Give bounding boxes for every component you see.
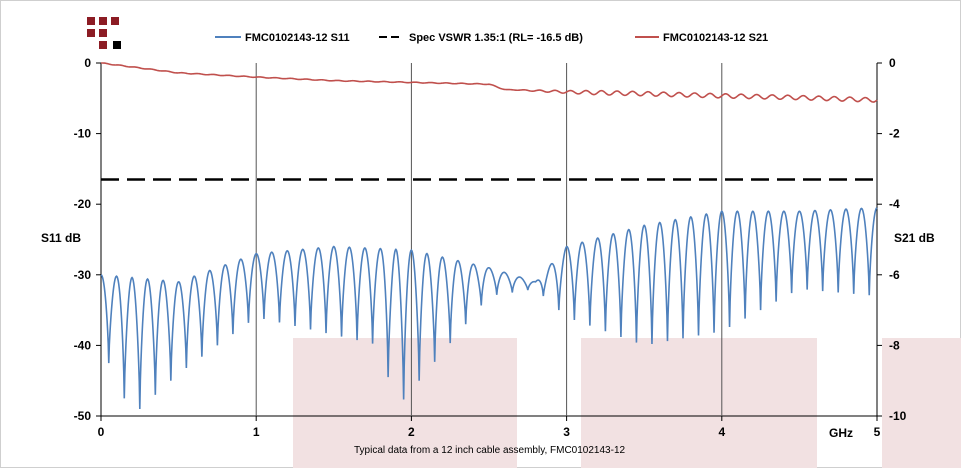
y-right-tick-label: -8 <box>889 338 900 352</box>
y-right-tick-label: -6 <box>889 268 900 282</box>
series-s11-line <box>100 207 878 409</box>
chart-caption: Typical data from a 12 inch cable assemb… <box>354 445 626 456</box>
y-left-tick-label: -30 <box>74 268 92 282</box>
series-layer <box>100 62 878 409</box>
series-s21-line <box>100 62 878 103</box>
legend: FMC0102143-12 S11 Spec VSWR 1.35:1 (RL= … <box>215 32 768 44</box>
y-left-tick-label: -10 <box>74 127 92 141</box>
plot-grid <box>96 62 882 421</box>
y-left-tick-label: 0 <box>84 56 91 70</box>
x-tick-label: 2 <box>408 425 415 439</box>
y-axis-left-title: S11 dB <box>41 231 81 245</box>
x-tick-label: 0 <box>98 425 105 439</box>
background-block <box>581 338 817 468</box>
y-left-tick-label: -40 <box>74 338 92 352</box>
axis-ticks: 0 1 2 3 4 5 0 -10 -20 -30 -40 -50 0 -2 -4 -6 -8 -10 <box>74 56 907 439</box>
logo-icon <box>87 17 121 49</box>
y-right-tick-label: -2 <box>889 127 900 141</box>
background-block <box>882 338 961 468</box>
x-tick-label: 5 <box>874 425 881 439</box>
x-tick-label: 4 <box>718 425 725 439</box>
legend-label-s21: FMC0102143-12 S21 <box>663 32 768 44</box>
y-right-tick-label: -4 <box>889 197 900 211</box>
x-axis-title: GHz <box>829 426 853 440</box>
legend-label-s11: FMC0102143-12 S11 <box>245 32 350 44</box>
y-right-tick-label: -10 <box>889 409 907 423</box>
x-tick-label: 1 <box>253 425 260 439</box>
y-right-tick-label: 0 <box>889 56 896 70</box>
y-left-tick-label: -20 <box>74 197 92 211</box>
x-tick-label: 3 <box>563 425 570 439</box>
legend-label-spec: Spec VSWR 1.35:1 (RL= -16.5 dB) <box>409 32 583 44</box>
y-left-tick-label: -50 <box>74 409 92 423</box>
y-axis-right-title: S21 dB <box>894 231 935 245</box>
